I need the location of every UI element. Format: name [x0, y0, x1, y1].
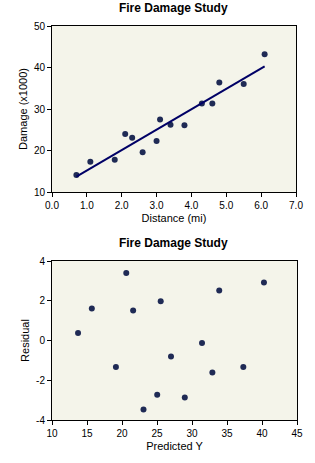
- svg-text:4.0: 4.0: [184, 200, 198, 211]
- svg-text:Fire Damage Study: Fire Damage Study: [119, 1, 228, 15]
- svg-text:10: 10: [46, 428, 58, 439]
- svg-text:Predicted Y: Predicted Y: [146, 440, 203, 452]
- svg-text:Distance (mi): Distance (mi): [142, 212, 207, 224]
- svg-text:2: 2: [39, 295, 45, 306]
- svg-text:2.0: 2.0: [115, 200, 129, 211]
- svg-text:20: 20: [116, 428, 128, 439]
- svg-text:30: 30: [34, 104, 46, 115]
- svg-text:30: 30: [186, 428, 198, 439]
- svg-text:1.0: 1.0: [80, 200, 94, 211]
- svg-text:25: 25: [151, 428, 163, 439]
- svg-text:5.0: 5.0: [219, 200, 233, 211]
- svg-text:-2: -2: [36, 375, 45, 386]
- svg-text:0.0: 0.0: [45, 200, 59, 211]
- svg-text:Damage (x1000): Damage (x1000): [17, 68, 29, 150]
- svg-text:Residual: Residual: [19, 319, 31, 362]
- svg-text:10: 10: [34, 187, 46, 198]
- svg-text:6.0: 6.0: [254, 200, 268, 211]
- svg-text:0: 0: [39, 335, 45, 346]
- svg-text:-4: -4: [36, 415, 45, 426]
- svg-text:20: 20: [34, 145, 46, 156]
- svg-text:40: 40: [256, 428, 268, 439]
- svg-text:50: 50: [34, 21, 46, 32]
- svg-text:45: 45: [291, 428, 303, 439]
- svg-text:7.0: 7.0: [289, 200, 303, 211]
- svg-text:15: 15: [81, 428, 93, 439]
- svg-text:40: 40: [34, 62, 46, 73]
- svg-text:35: 35: [221, 428, 233, 439]
- svg-text:4: 4: [39, 256, 45, 267]
- svg-text:Fire Damage Study: Fire Damage Study: [119, 236, 228, 250]
- svg-text:3.0: 3.0: [150, 200, 164, 211]
